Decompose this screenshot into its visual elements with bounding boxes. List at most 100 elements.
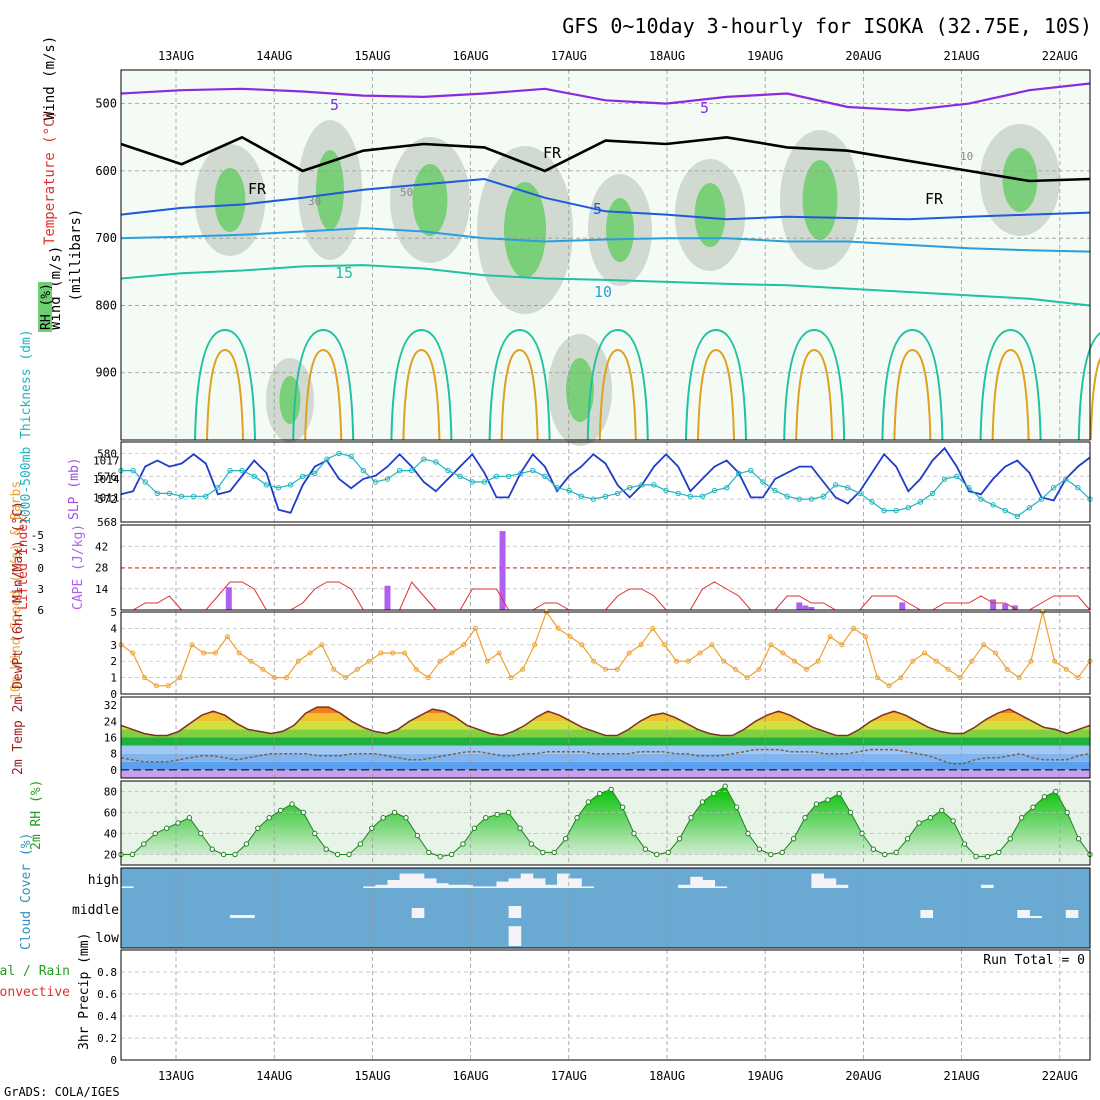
wind-speed-point xyxy=(650,625,656,631)
rh-point xyxy=(266,815,272,821)
cloud-high-bar xyxy=(557,873,570,888)
cloud-high-bar xyxy=(375,884,388,888)
thickness-point xyxy=(227,467,233,474)
thickness-point xyxy=(760,479,766,485)
wind-speed-point xyxy=(567,634,573,640)
wind-speed-point xyxy=(638,642,644,648)
side-label: CAPE (J/kg) xyxy=(71,524,86,610)
wind-speed-point xyxy=(165,683,171,689)
thickness-point xyxy=(166,490,173,497)
wind-speed-point xyxy=(473,625,479,631)
wind-speed-point xyxy=(803,666,809,672)
rh-point xyxy=(380,815,386,821)
precip-panel: 0 0.2 0.4 0.6 0.8 3hr Precip (mm) Total / Rain… xyxy=(0,933,1091,1067)
cloud-middle-bar xyxy=(920,910,934,918)
temp-band xyxy=(121,753,1090,762)
panel-frame xyxy=(120,441,1091,523)
x-tick-label-top: 15AUG xyxy=(354,49,390,63)
isotherm-loop-20 xyxy=(881,328,944,441)
y-tick-label: 580 xyxy=(97,447,117,460)
isotherm-loop-25 xyxy=(893,348,932,441)
cloud-middle-bar xyxy=(508,906,522,918)
wind-speed-point xyxy=(898,675,904,681)
thickness-point xyxy=(905,505,912,511)
thickness-point xyxy=(1050,485,1057,491)
rh-point xyxy=(312,830,318,837)
wind-speed-point xyxy=(555,625,561,631)
rh-point xyxy=(1075,836,1082,842)
thickness-point xyxy=(203,493,209,499)
panel-frame xyxy=(120,867,1091,949)
x-tick-label-bottom: 20AUG xyxy=(845,1069,881,1083)
y-tick-label: 2 xyxy=(110,655,117,668)
thickness-point xyxy=(966,485,972,491)
cloud-background xyxy=(121,868,1090,948)
wind-speed-point xyxy=(673,658,679,664)
rh-shading-high xyxy=(566,358,594,422)
wind-speed-point xyxy=(685,658,691,664)
thickness-point xyxy=(929,490,936,497)
y-tick-label: 16 xyxy=(104,732,117,745)
wind-speed-point xyxy=(910,658,916,664)
thickness-point xyxy=(324,456,330,462)
wind-speed-point xyxy=(933,658,939,664)
chart-title: GFS 0~10day 3-hourly for ISOKA (32.75E, … xyxy=(562,14,1092,38)
wind-speed-point xyxy=(307,650,313,656)
isotherm-loop-20 xyxy=(586,328,649,441)
wind-speed-point xyxy=(815,658,821,664)
rh-point xyxy=(574,815,580,821)
thickness-point xyxy=(239,467,245,474)
rh-point xyxy=(243,841,250,847)
y-tick-label-left: -5 xyxy=(31,529,44,542)
rh-area xyxy=(121,786,1090,857)
y-tick-label: 576 xyxy=(97,470,117,483)
x-tick-label-top: 22AUG xyxy=(1042,49,1078,63)
thickness-point xyxy=(251,473,257,479)
y-tick-label: 4 xyxy=(110,622,117,635)
rh-point xyxy=(540,849,546,856)
thickness-point xyxy=(396,467,403,474)
rh-point xyxy=(984,853,991,860)
rh-point xyxy=(220,851,227,858)
rh-point xyxy=(300,809,307,816)
rh-point xyxy=(665,849,671,856)
wind-speed-point xyxy=(484,658,490,664)
y-tick-label-left: -3 xyxy=(31,542,44,555)
rh-point xyxy=(676,836,683,842)
cloud-high-bar xyxy=(678,884,691,888)
temp-band xyxy=(121,769,1090,778)
wind-speed-point xyxy=(402,650,408,656)
y-tick-label-left: 0 xyxy=(37,562,44,575)
rh-point xyxy=(996,849,1002,856)
wind-speed-point xyxy=(520,666,526,672)
cape-bar xyxy=(802,605,809,610)
wind-speed-point xyxy=(662,642,668,648)
rh-point xyxy=(619,804,626,810)
rh-point xyxy=(323,846,329,852)
y-axis-label: 3hr Precip (mm) xyxy=(77,933,92,1050)
cloud-high-bar xyxy=(496,881,510,888)
thickness-point xyxy=(1026,505,1033,511)
wind-speed-point xyxy=(780,650,786,656)
thickness-point xyxy=(627,485,633,491)
contour-label: 5 xyxy=(593,200,602,218)
wind-speed-point xyxy=(331,666,337,672)
cape-bar xyxy=(384,585,391,610)
side-label: 2m Temp 2m DewPt (6hr Min/Max) (°C) xyxy=(11,501,26,775)
contour-label: 5 xyxy=(700,99,709,117)
cape-bar xyxy=(499,531,506,610)
thickness-point xyxy=(505,473,512,479)
panel-frame xyxy=(120,780,1091,866)
temp-band xyxy=(121,707,1090,714)
wind-speed-point xyxy=(969,658,975,664)
contour-label: 15 xyxy=(335,264,353,282)
rh-shading-high xyxy=(802,160,838,240)
rh-point xyxy=(631,830,637,837)
cloud-high-bar xyxy=(484,886,497,888)
x-tick-label-bottom: 13AUG xyxy=(158,1069,194,1083)
wind-speed-point xyxy=(981,642,987,648)
isotherm-minus5 xyxy=(120,82,1091,112)
rh-point xyxy=(825,797,831,803)
thickness-point xyxy=(493,473,500,479)
rh-shading-high xyxy=(279,376,301,424)
